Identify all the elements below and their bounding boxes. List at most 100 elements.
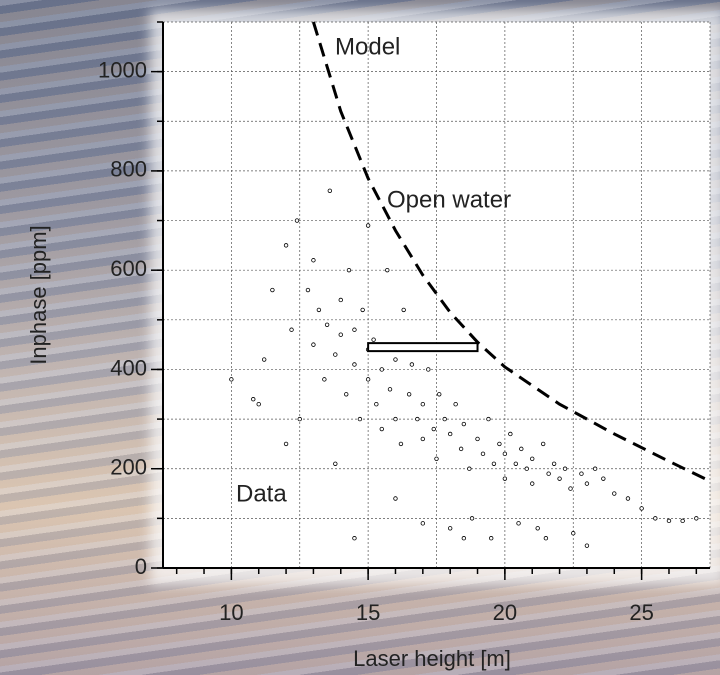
- data-point: [513, 461, 519, 466]
- data-point: [519, 446, 524, 452]
- data-point: [352, 536, 357, 541]
- data-point: [592, 466, 598, 471]
- data-point: [447, 431, 453, 437]
- data-point: [480, 451, 486, 457]
- data-point: [344, 392, 349, 397]
- data-point: [333, 352, 338, 357]
- data-point: [543, 536, 549, 541]
- data-point: [434, 456, 439, 461]
- y-axis-label: Inphase [ppm]: [26, 225, 51, 364]
- annotation: Model: [335, 33, 400, 60]
- data-point: [431, 426, 436, 432]
- data-point: [297, 416, 302, 422]
- data-point: [374, 402, 379, 407]
- data-point: [562, 466, 568, 471]
- y-tick-label: 800: [110, 157, 147, 182]
- data-point: [311, 342, 316, 347]
- y-tick-label: 1000: [98, 57, 147, 82]
- x-tick-label: 20: [493, 600, 517, 625]
- data-point: [639, 506, 644, 511]
- data-point: [612, 491, 617, 496]
- data-point: [322, 377, 327, 382]
- data-point: [398, 441, 404, 447]
- data-point: [653, 516, 658, 521]
- annotation: Open water: [387, 186, 511, 213]
- data-point: [461, 536, 467, 541]
- data-point: [568, 486, 573, 491]
- data-point: [453, 402, 458, 407]
- data-point: [557, 476, 562, 481]
- data-point: [546, 471, 551, 476]
- data-point: [420, 436, 426, 442]
- data-point: [502, 451, 508, 457]
- data-point: [283, 243, 289, 248]
- data-point: [420, 521, 426, 526]
- data-point: [469, 516, 475, 521]
- data-point: [229, 377, 234, 382]
- model-curve: [311, 21, 711, 483]
- data-point: [426, 367, 431, 372]
- data-point: [365, 223, 371, 228]
- data-point: [371, 337, 376, 342]
- data-point: [447, 526, 453, 531]
- data-point: [289, 327, 294, 332]
- data-point: [442, 416, 447, 422]
- x-tick-label: 15: [356, 600, 380, 625]
- data-point: [601, 476, 606, 481]
- data-point: [530, 481, 535, 486]
- data-point: [338, 297, 343, 303]
- data-point: [316, 307, 322, 313]
- y-tick-label: 200: [110, 455, 147, 480]
- x-tick-label: 25: [629, 600, 653, 625]
- data-point: [256, 402, 261, 407]
- data-point: [251, 397, 256, 402]
- data-point: [324, 322, 330, 327]
- data-point: [475, 436, 480, 442]
- data-point: [357, 416, 363, 422]
- x-axis-label: Laser height [m]: [353, 646, 511, 671]
- data-point: [346, 267, 352, 273]
- data-point: [327, 188, 333, 193]
- data-point: [385, 267, 390, 273]
- data-point: [305, 287, 311, 293]
- data-point: [365, 377, 371, 382]
- data-point: [294, 218, 300, 223]
- data-point: [530, 456, 535, 461]
- data-point: [666, 518, 672, 524]
- data-point: [491, 461, 497, 466]
- data-point: [694, 516, 699, 521]
- data-point: [338, 332, 343, 337]
- y-tick-label: 400: [110, 355, 147, 380]
- data-point: [489, 536, 494, 541]
- annotation: Data: [236, 480, 287, 507]
- data-point: [461, 421, 467, 427]
- data-point: [333, 461, 338, 466]
- data-point: [524, 466, 529, 471]
- y-tick-label: 0: [135, 554, 147, 579]
- data-point: [352, 362, 357, 367]
- data-point: [352, 327, 357, 332]
- data-point: [508, 431, 513, 437]
- data-point: [497, 441, 502, 447]
- x-tick-label: 10: [219, 600, 243, 625]
- data-point: [406, 392, 412, 397]
- data-point: [437, 392, 442, 397]
- data-point: [584, 481, 590, 486]
- data-point: [680, 518, 685, 524]
- data-point: [584, 543, 590, 548]
- data-point: [458, 446, 464, 452]
- data-point: [579, 471, 584, 476]
- data-point: [540, 441, 546, 447]
- y-tick-label: 600: [110, 256, 147, 281]
- data-point: [283, 441, 289, 447]
- data-point: [360, 307, 365, 313]
- data-point: [409, 362, 415, 367]
- data-point: [486, 416, 491, 422]
- data-point: [625, 496, 631, 501]
- data-point: [415, 416, 420, 422]
- data-point: [571, 531, 576, 536]
- data-point: [516, 521, 521, 526]
- data-point: [535, 526, 540, 531]
- data-point: [393, 416, 398, 422]
